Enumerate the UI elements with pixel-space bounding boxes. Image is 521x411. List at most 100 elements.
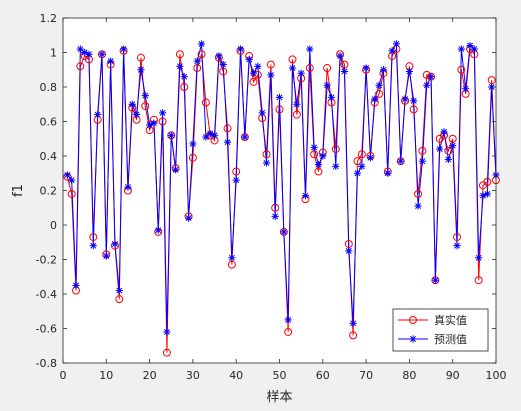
data-point-predicted	[236, 45, 245, 53]
data-point-predicted	[258, 109, 266, 117]
y-tick-label: 0.2	[40, 185, 58, 198]
data-point-predicted	[306, 45, 314, 53]
legend-star-glyph	[409, 335, 417, 343]
data-point-predicted	[210, 131, 219, 139]
data-point-predicted	[418, 157, 426, 165]
data-point-actual	[76, 62, 85, 71]
x-tick-label: 0	[60, 369, 67, 382]
x-tick-label: 20	[143, 369, 157, 382]
legend-label-actual: 真实值	[434, 313, 467, 327]
data-point-actual	[162, 348, 171, 357]
data-point-actual	[331, 145, 340, 154]
data-point-predicted	[167, 131, 175, 139]
data-point-predicted	[120, 45, 128, 53]
data-point-predicted	[293, 100, 301, 108]
data-point-predicted	[449, 142, 457, 150]
data-point-predicted	[280, 228, 288, 236]
data-point-predicted	[63, 171, 71, 179]
data-point-predicted	[362, 64, 370, 72]
data-point-predicted	[193, 57, 201, 65]
data-point-predicted	[176, 62, 184, 70]
series-line-predicted	[66, 42, 497, 332]
x-axis-ticks: 0 10 20 30 40 50 60 70 80 90 100	[60, 18, 507, 382]
data-point-actual	[418, 146, 427, 155]
data-point-predicted	[431, 276, 439, 284]
data-point-predicted	[133, 111, 141, 119]
data-point-predicted	[323, 81, 331, 89]
data-point-predicted	[128, 100, 136, 108]
y-tick-label: -0.2	[36, 254, 57, 267]
legend-box	[392, 308, 489, 352]
data-point-predicted	[358, 162, 366, 170]
data-point-predicted	[249, 69, 258, 77]
x-tick-label: 60	[316, 369, 330, 382]
data-point-predicted	[288, 64, 297, 72]
data-point-predicted	[232, 176, 240, 184]
data-point-predicted	[375, 81, 383, 89]
y-tick-label: 1	[50, 47, 57, 60]
x-tick-label: 30	[186, 369, 200, 382]
data-point-actual	[288, 55, 297, 64]
data-point-predicted	[423, 81, 431, 89]
data-point-actual	[483, 177, 492, 186]
data-point-predicted	[219, 60, 227, 69]
legend-marker-actual	[409, 316, 417, 324]
plot-background	[63, 18, 496, 363]
data-point-predicted	[405, 67, 413, 76]
data-point-predicted	[94, 111, 102, 119]
data-point-predicted	[366, 154, 375, 162]
data-point-predicted	[141, 92, 149, 100]
data-point-predicted	[301, 192, 310, 200]
data-point-predicted	[254, 62, 262, 70]
data-point-actual	[453, 233, 462, 242]
data-point-actual	[136, 53, 145, 62]
data-point-actual	[271, 203, 280, 212]
y-tick-label: 0.4	[40, 150, 58, 163]
data-point-predicted	[470, 45, 478, 53]
data-point-actual	[444, 146, 453, 155]
data-point-predicted	[379, 66, 388, 74]
data-point-predicted	[102, 252, 110, 260]
data-point-predicted	[462, 85, 470, 93]
data-point-predicted	[115, 286, 123, 295]
data-point-predicted	[410, 97, 418, 105]
data-point-predicted	[340, 67, 349, 76]
x-tick-label: 50	[273, 369, 287, 382]
data-point-predicted	[453, 242, 461, 250]
y-tick-label: -0.4	[36, 288, 57, 301]
x-axis-label: 样本	[266, 390, 292, 405]
data-point-actual	[158, 117, 167, 126]
data-point-predicted	[262, 159, 271, 167]
data-point-predicted	[310, 143, 318, 151]
data-point-predicted	[427, 73, 435, 81]
data-point-predicted	[89, 242, 97, 250]
data-point-predicted	[401, 95, 409, 103]
data-point-predicted	[475, 254, 483, 262]
y-tick-label: 0	[50, 219, 57, 232]
data-point-predicted	[137, 66, 145, 74]
data-point-actual	[223, 124, 232, 133]
data-point-predicted	[197, 40, 206, 48]
data-point-actual	[375, 89, 384, 98]
legend-label-predicted: 预测值	[434, 333, 467, 346]
data-point-predicted	[384, 169, 392, 177]
data-point-actual	[175, 50, 184, 59]
data-point-predicted	[275, 93, 284, 101]
data-point-predicted	[158, 109, 167, 117]
data-point-predicted	[184, 214, 193, 222]
data-point-predicted	[284, 316, 292, 324]
x-tick-label: 90	[446, 369, 460, 382]
y-tick-label: -0.6	[36, 323, 57, 336]
y-axis-ticks: -0.8 -0.6 -0.4 -0.2 0 0.2 0.4 0.6 0.8 1 1.2	[36, 12, 496, 370]
x-tick-label: 10	[99, 369, 113, 382]
data-point-predicted	[245, 55, 253, 63]
data-point-predicted	[466, 42, 474, 50]
data-point-actual	[292, 110, 301, 119]
data-point-actual	[323, 64, 332, 73]
x-tick-label: 40	[229, 369, 243, 382]
data-point-predicted	[319, 152, 327, 160]
x-tick-label: 70	[359, 369, 373, 382]
data-point-actual	[275, 105, 284, 114]
